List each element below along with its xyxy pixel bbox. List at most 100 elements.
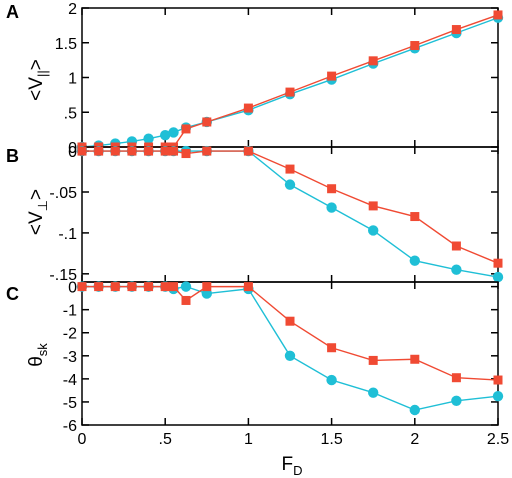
- y-axis-label-main: θ: [26, 356, 47, 367]
- y-tick-label: 0: [68, 280, 77, 297]
- y-tick-label: -3: [63, 349, 77, 366]
- data-point-circle: [368, 225, 379, 236]
- panel-letter: A: [6, 2, 19, 22]
- data-point-circle: [326, 202, 337, 213]
- data-point-square: [181, 124, 191, 134]
- data-point-circle: [180, 281, 192, 292]
- data-point-square: [285, 164, 295, 174]
- x-tick-label: 1: [244, 431, 253, 448]
- data-point-square: [368, 201, 378, 211]
- data-point-square: [451, 25, 461, 35]
- data-point-square: [202, 146, 212, 156]
- series-line-square: [82, 150, 499, 264]
- y-axis-label-main: <V: [26, 211, 47, 235]
- series-line-circle: [82, 285, 499, 411]
- data-point-circle: [409, 404, 420, 416]
- y-tick-label: -.15: [49, 267, 77, 284]
- data-point-square: [169, 282, 179, 292]
- y-tick-label: 0: [68, 140, 77, 157]
- y-tick-label: 1.5: [55, 36, 77, 53]
- data-point-square: [181, 295, 191, 305]
- data-point-square: [327, 343, 337, 353]
- y-tick-label: 1: [68, 71, 77, 88]
- data-point-circle: [492, 271, 504, 283]
- data-point-square: [243, 146, 253, 156]
- data-point-square: [202, 282, 212, 292]
- data-point-square: [160, 146, 170, 156]
- x-tick-label: 0: [78, 431, 87, 448]
- data-point-square: [127, 146, 137, 156]
- panel-letter: B: [6, 146, 19, 166]
- y-tick-label: -2: [63, 326, 77, 343]
- data-point-circle: [143, 133, 154, 144]
- y-axis-label-sub: ||: [35, 70, 50, 77]
- data-point-square: [110, 282, 120, 292]
- data-point-square: [327, 71, 337, 81]
- data-point-square: [110, 146, 120, 156]
- y-tick-label: -.05: [49, 185, 77, 202]
- data-point-square: [144, 146, 154, 156]
- x-axis-label-sub: D: [293, 463, 302, 478]
- data-point-circle: [326, 374, 337, 386]
- data-point-circle: [160, 129, 171, 141]
- y-axis-label: θsk: [26, 343, 50, 367]
- data-point-circle: [451, 395, 462, 406]
- x-tick-label: 2.5: [487, 431, 509, 448]
- data-point-square: [410, 41, 420, 51]
- y-tick-label: -.1: [58, 226, 77, 243]
- data-point-square: [181, 149, 191, 159]
- data-point-square: [493, 375, 503, 385]
- y-axis-label: <V⊥>: [26, 189, 50, 235]
- data-point-square: [77, 282, 87, 292]
- y-axis-label-sub: sk: [35, 343, 50, 357]
- x-tick-label: 2: [410, 431, 419, 448]
- data-point-square: [285, 87, 295, 97]
- plot-frame: [81, 7, 499, 148]
- x-axis-label-main: F: [282, 454, 294, 475]
- y-axis-label-end: >: [26, 59, 47, 70]
- data-point-square: [243, 103, 253, 113]
- y-tick-label: -1: [63, 303, 77, 320]
- data-point-square: [410, 212, 420, 222]
- y-tick-label: -4: [63, 372, 77, 389]
- data-point-square: [94, 282, 104, 292]
- y-axis-label-sub: ⊥: [35, 200, 50, 211]
- panels: 0.511.52A<V||>0-.05-.1-.15B<V⊥>0-1-2-3-4…: [6, 1, 509, 448]
- data-point-square: [451, 373, 461, 383]
- x-axis-label: FD: [282, 454, 303, 478]
- data-point-square: [127, 282, 137, 292]
- data-point-circle: [451, 264, 462, 275]
- data-point-circle: [284, 179, 296, 190]
- y-axis-label-end: >: [26, 189, 47, 200]
- data-point-square: [243, 282, 253, 292]
- data-point-square: [169, 146, 179, 156]
- plot-frame: [81, 281, 499, 426]
- x-tick-label: .5: [159, 431, 172, 448]
- data-point-square: [160, 282, 170, 292]
- y-tick-label: .5: [64, 105, 77, 122]
- data-point-circle: [492, 390, 504, 402]
- data-point-square: [368, 355, 378, 365]
- data-point-square: [368, 56, 378, 66]
- data-point-circle: [168, 127, 179, 138]
- y-tick-label: 2: [68, 1, 77, 18]
- data-point-square: [493, 258, 503, 268]
- x-tick-label: 1.5: [320, 431, 342, 448]
- y-axis-label: <V||>: [26, 59, 50, 101]
- data-point-circle: [368, 387, 379, 398]
- series-line-square: [82, 285, 499, 381]
- y-tick-label: -6: [63, 418, 77, 435]
- data-point-square: [493, 10, 503, 20]
- data-point-square: [202, 117, 212, 127]
- data-point-square: [410, 354, 420, 364]
- data-point-square: [77, 146, 87, 156]
- data-point-square: [285, 316, 295, 326]
- data-point-square: [144, 282, 154, 292]
- series-line-square: [82, 14, 499, 148]
- data-point-square: [451, 241, 461, 251]
- y-tick-label: 0: [68, 144, 77, 161]
- data-point-square: [94, 146, 104, 156]
- data-point-circle: [409, 255, 420, 266]
